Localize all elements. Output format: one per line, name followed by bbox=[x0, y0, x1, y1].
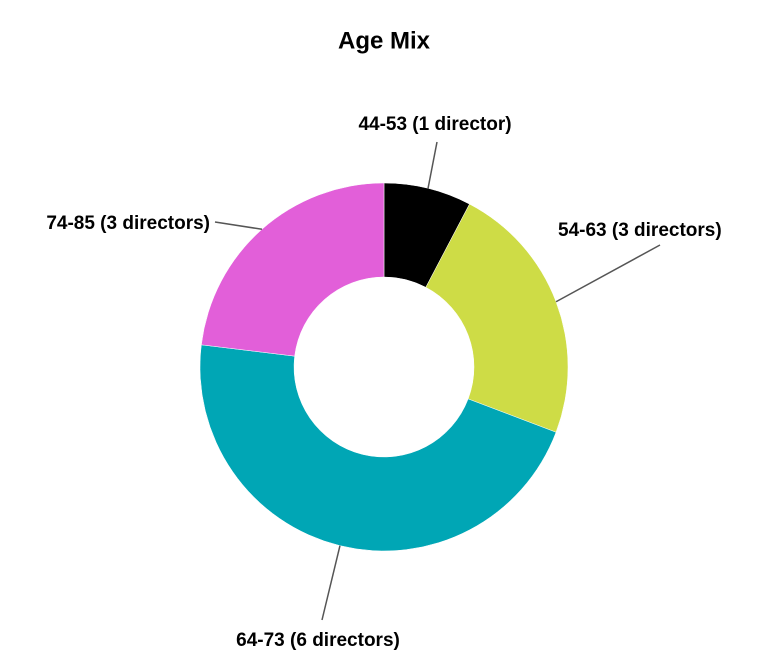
slice-label: 64-73 (6 directors) bbox=[236, 630, 400, 651]
donut-slice bbox=[201, 182, 385, 357]
leader-line bbox=[321, 545, 341, 621]
leader-line bbox=[427, 141, 438, 189]
donut-slice bbox=[425, 203, 569, 433]
slice-label: 54-63 (3 directors) bbox=[558, 220, 722, 241]
leader-line bbox=[214, 221, 263, 231]
chart-title: Age Mix bbox=[338, 27, 431, 54]
slice-label: 44-53 (1 director) bbox=[358, 114, 511, 135]
slice-label: 74-85 (3 directors) bbox=[46, 213, 210, 234]
leader-line bbox=[555, 244, 661, 303]
